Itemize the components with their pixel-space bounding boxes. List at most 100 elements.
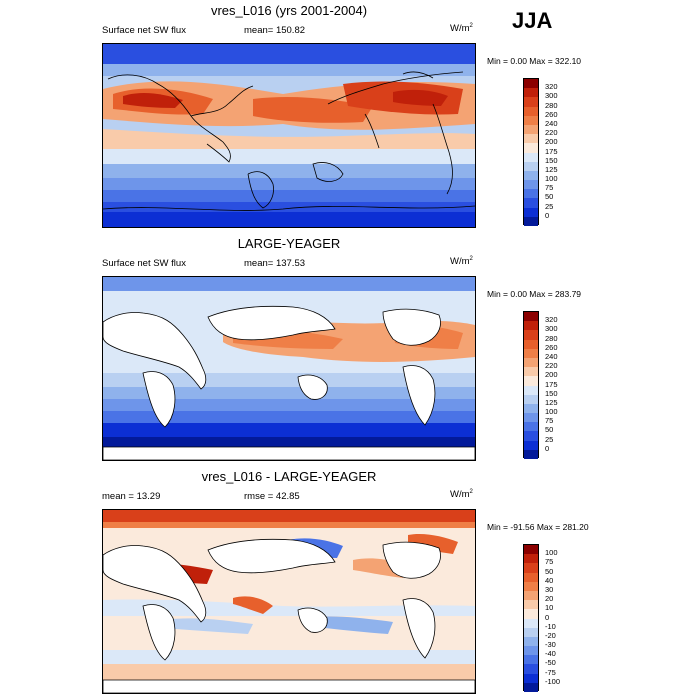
panel-3-left-label: mean = 13.29 bbox=[102, 491, 161, 502]
panel-2-minmax: Min = 0.00 Max = 283.79 bbox=[487, 289, 582, 299]
colorbar-tick-label: 260 bbox=[545, 109, 558, 119]
colorbar-tick-label: 40 bbox=[545, 575, 554, 585]
colorbar-swatch bbox=[524, 618, 538, 628]
colorbar-tick-label: 175 bbox=[545, 146, 558, 156]
colorbar-tick-label: 30 bbox=[545, 584, 554, 594]
colorbar-tick-label: 20 bbox=[545, 594, 554, 604]
panel-2-colorbar bbox=[523, 311, 539, 459]
panel-1-left-label: Surface net SW flux bbox=[102, 25, 186, 36]
panel-3-colorbar bbox=[523, 544, 539, 692]
panel-2-colorbar-ticks: 320 300 280 260 240 220 200 175 150 125 100 75 50 25 0 bbox=[545, 311, 585, 458]
colorbar-swatch bbox=[524, 170, 538, 181]
colorbar-swatch bbox=[524, 339, 538, 349]
colorbar-swatch bbox=[524, 664, 538, 674]
colorbar-tick-label: 320 bbox=[545, 82, 558, 92]
colorbar-tick-label: 100 bbox=[545, 548, 558, 558]
colorbar-tick-label: 125 bbox=[545, 164, 558, 174]
colorbar-tick-label: -50 bbox=[545, 658, 556, 668]
colorbar-swatch bbox=[524, 403, 538, 414]
colorbar-swatch bbox=[524, 627, 538, 637]
colorbar-swatch bbox=[524, 413, 538, 423]
colorbar-swatch bbox=[524, 321, 538, 331]
colorbar-tick-label: 320 bbox=[545, 315, 558, 325]
colorbar-swatch bbox=[524, 636, 538, 647]
panel-2-map bbox=[102, 276, 476, 461]
colorbar-tick-label: 260 bbox=[545, 342, 558, 352]
colorbar-tick-label: 10 bbox=[545, 603, 554, 613]
colorbar-swatch bbox=[524, 609, 538, 619]
panel-2-units: W/m2 bbox=[450, 256, 473, 268]
colorbar-swatch bbox=[524, 545, 538, 555]
panel-3-minmax: Min = -91.56 Max = 281.20 bbox=[487, 522, 589, 532]
colorbar-tick-label: 240 bbox=[545, 118, 558, 128]
colorbar-swatch bbox=[524, 673, 538, 683]
colorbar-tick-label: 200 bbox=[545, 370, 558, 380]
panel-1-units: W/m2 bbox=[450, 23, 473, 35]
colorbar-tick-label: 300 bbox=[545, 91, 558, 101]
colorbar-tick-label: 50 bbox=[545, 566, 554, 576]
colorbar-swatch bbox=[524, 88, 538, 98]
colorbar-swatch bbox=[524, 394, 538, 404]
colorbar-tick-label: 175 bbox=[545, 379, 558, 389]
colorbar-tick-label: 75 bbox=[545, 183, 554, 193]
colorbar-swatch bbox=[524, 682, 538, 692]
colorbar-tick-label: 150 bbox=[545, 155, 558, 165]
colorbar-swatch bbox=[524, 581, 538, 591]
colorbar-swatch bbox=[524, 330, 538, 340]
panel-3-title: vres_L016 - LARGE-YEAGER bbox=[201, 469, 377, 484]
panel-1-minmax: Min = 0.00 Max = 322.10 bbox=[487, 56, 582, 66]
colorbar-swatch bbox=[524, 189, 538, 199]
panel-1-colorbar bbox=[523, 78, 539, 226]
panel-3-map bbox=[102, 509, 476, 694]
colorbar-swatch bbox=[524, 79, 538, 89]
colorbar-swatch bbox=[524, 106, 538, 116]
colorbar-tick-label: -100 bbox=[545, 676, 561, 686]
colorbar-swatch bbox=[524, 572, 538, 582]
colorbar-swatch bbox=[524, 655, 538, 665]
colorbar-swatch bbox=[524, 97, 538, 107]
colorbar-swatch bbox=[524, 554, 538, 564]
colorbar-tick-label: -10 bbox=[545, 621, 556, 631]
colorbar-tick-label: 200 bbox=[545, 137, 558, 147]
colorbar-tick-label: -30 bbox=[545, 640, 556, 650]
colorbar-tick-label: 125 bbox=[545, 397, 558, 407]
panel-3-units: W/m2 bbox=[450, 489, 473, 501]
colorbar-tick-label: 220 bbox=[545, 128, 558, 138]
colorbar-swatch bbox=[524, 152, 538, 162]
colorbar-swatch bbox=[524, 385, 538, 395]
panel-3-colorbar-ticks: 100 75 50 40 30 20 10 0 -10 -20 -30 -40 -50 -75 -100 bbox=[545, 544, 585, 691]
colorbar-swatch bbox=[524, 563, 538, 573]
colorbar-tick-label: -40 bbox=[545, 649, 556, 659]
colorbar-swatch bbox=[524, 143, 538, 153]
colorbar-tick-label: 75 bbox=[545, 557, 554, 567]
colorbar-tick-label: -75 bbox=[545, 667, 556, 677]
colorbar-swatch bbox=[524, 207, 538, 217]
colorbar-swatch bbox=[524, 646, 538, 656]
colorbar-tick-label: 300 bbox=[545, 324, 558, 334]
colorbar-tick-label: 100 bbox=[545, 174, 558, 184]
colorbar-tick-label: 25 bbox=[545, 434, 554, 444]
colorbar-swatch bbox=[524, 600, 538, 610]
colorbar-swatch bbox=[524, 357, 538, 368]
panel-2-left-label: Surface net SW flux bbox=[102, 258, 186, 269]
colorbar-tick-label: 75 bbox=[545, 416, 554, 426]
colorbar-tick-label: 0 bbox=[545, 612, 550, 622]
colorbar-tick-label: -20 bbox=[545, 630, 556, 640]
panel-1-colorbar-ticks: 320 300 280 260 240 220 200 175 150 125 100 75 50 25 0 bbox=[545, 78, 585, 225]
colorbar-swatch bbox=[524, 376, 538, 386]
colorbar-tick-label: 25 bbox=[545, 201, 554, 211]
colorbar-tick-label: 280 bbox=[545, 100, 558, 110]
colorbar-tick-label: 100 bbox=[545, 407, 558, 417]
colorbar-tick-label: 280 bbox=[545, 333, 558, 343]
colorbar-swatch bbox=[524, 440, 538, 450]
colorbar-tick-label: 50 bbox=[545, 425, 554, 435]
colorbar-swatch bbox=[524, 134, 538, 144]
colorbar-tick-label: 50 bbox=[545, 192, 554, 202]
colorbar-swatch bbox=[524, 198, 538, 208]
colorbar-tick-label: 220 bbox=[545, 361, 558, 371]
colorbar-swatch bbox=[524, 431, 538, 441]
season-label: JJA bbox=[512, 8, 553, 33]
colorbar-swatch bbox=[524, 348, 538, 358]
panel-2-title: LARGE-YEAGER bbox=[237, 236, 341, 251]
colorbar-swatch bbox=[524, 115, 538, 125]
